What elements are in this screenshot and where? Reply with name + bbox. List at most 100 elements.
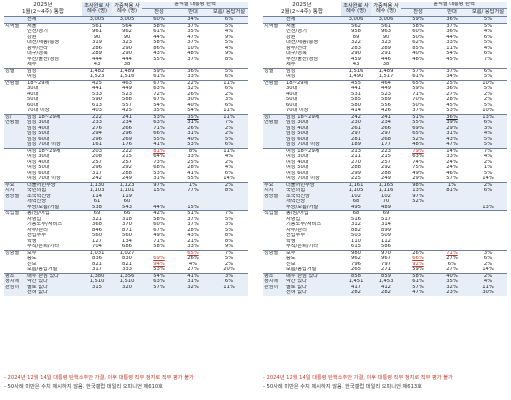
table-row: 무당/모름/거절 495 489 13%: [263, 204, 508, 211]
yes-value: 74%: [412, 159, 424, 165]
table-row: 관심이 별로 없다 315 320 57% 32% 11%: [4, 284, 249, 290]
completed-count: 3,005: [82, 16, 112, 23]
completed-count: 296: [82, 136, 112, 142]
table-row: 30대 441 449 63% 32% 6%: [4, 86, 248, 92]
dk-value: 13%: [469, 204, 508, 211]
completed-count: 613: [92, 102, 102, 108]
table-row: 인천/경기 961 962 61% 35% 4%: [4, 29, 248, 35]
table-row: 여성 70대 이상 242 249 31% 55% 14%: [4, 176, 248, 182]
no-value: 28%: [187, 227, 199, 233]
dk-value: 5%: [483, 170, 493, 176]
row-label: 제주: [286, 62, 296, 67]
row-label: 자영업: [286, 216, 301, 222]
col-weighted: 가중적용 사례수 (명): [112, 2, 142, 17]
table-body: 전체 3,005 3,005 60% 34% 6% 지역별 서울 561 564 58% 37% 5% 인…: [4, 16, 249, 296]
completed-count: 282: [341, 290, 371, 296]
no-value: 36%: [446, 86, 458, 91]
table-row: 전업주부 560 560 49% 43% 8%: [4, 233, 248, 239]
table-row: 대전/세종/충청 319 323 58% 37% 5%: [4, 40, 248, 46]
table-row: 제주 43 38: [4, 62, 248, 68]
weighted-count: 449: [381, 86, 391, 91]
row-group-label: 직업별: [4, 210, 26, 217]
row-label: 무당/모름/거절: [26, 204, 82, 211]
table-row: 개혁신당 61 60: [4, 199, 249, 205]
row-label: 남성 30대: [26, 120, 82, 126]
completed-count: 261: [341, 125, 371, 131]
completed-count: 69: [82, 210, 112, 217]
no-value: 32%: [435, 284, 469, 290]
no-value: 27%: [446, 91, 458, 97]
no-value: 30%: [187, 97, 199, 102]
row-label: 대전/세종/충청: [27, 40, 60, 45]
no-value: 33%: [187, 244, 199, 249]
weighted-count: 1,027: [112, 249, 142, 256]
completed-count: 403: [92, 108, 102, 113]
completed-count: 441: [92, 86, 102, 91]
weighted-count: 444: [122, 56, 132, 62]
no-value: 33%: [187, 74, 199, 79]
dk-value: 5%: [469, 142, 508, 148]
no-value: 36%: [435, 16, 469, 23]
yes-value: 72%: [153, 91, 165, 97]
yes-value: 57%: [401, 284, 435, 290]
table-row: 30대 441 449 59% 36% 5%: [263, 86, 507, 92]
dk-value: 4%: [224, 154, 234, 159]
no-value: 35%: [176, 113, 210, 120]
row-label: 남성 50대: [26, 131, 82, 137]
row-label: 대구/경북: [286, 51, 307, 56]
no-value: [435, 204, 469, 211]
dk-value: 14%: [482, 267, 494, 272]
row-label: 전체: [285, 16, 341, 23]
table-row: 남성 70대 이상 161 176 41% 53% 6%: [4, 142, 249, 148]
yes-value: 37%: [412, 108, 424, 113]
completed-count: 317: [92, 170, 102, 176]
no-value: 26%: [176, 125, 210, 131]
row-label: 농/임/어업: [26, 210, 82, 217]
table-row: 주요 더불어민주당 1,161 1,165 98% 1% 2%: [263, 181, 508, 188]
yes-value: 60%: [153, 222, 165, 227]
dk-value: 2%: [224, 159, 234, 165]
yes-value: 61%: [412, 74, 424, 79]
dk-value: 2%: [210, 131, 249, 137]
table-row: 무당/모름/거절 538 543 44% 15%: [4, 204, 249, 211]
dk-value: 5%: [224, 256, 234, 261]
dk-value: 3%: [224, 97, 234, 102]
weighted-count: 449: [122, 86, 132, 91]
row-label: 무당/모름/거절: [285, 204, 341, 211]
yes-value: 53%: [153, 170, 165, 176]
weighted-count: 290: [122, 51, 132, 56]
dk-value: 7%: [210, 210, 249, 217]
dk-value: 5%: [483, 86, 493, 91]
yes-value: 71%: [153, 238, 165, 244]
row-label: 별로 없다: [26, 284, 82, 290]
weighted-count: 586: [381, 244, 391, 249]
weighted-count: 290: [122, 45, 132, 51]
dk-value: 4%: [224, 29, 234, 34]
no-value: 1%: [435, 181, 469, 188]
table-row: 사무/관리 846 871 67% 28% 5%: [4, 228, 248, 234]
no-value: 39%: [435, 120, 469, 126]
no-value: 37%: [187, 56, 199, 62]
dk-value: 5%: [469, 136, 508, 142]
weighted-count: 119: [112, 193, 142, 199]
row-label: 여성 60대: [286, 170, 309, 176]
col-completed: 조사완료 사례수 (명): [82, 2, 112, 17]
weighted-count: 560: [122, 233, 132, 238]
row-group-label: 평소: [263, 272, 285, 279]
yes-value: 53%: [142, 113, 176, 120]
weighted-count: 333: [122, 267, 132, 272]
dk-value: 8%: [210, 188, 249, 194]
table-row: 여성 18~29세 213 223 79% 14% 7%: [263, 147, 508, 154]
table-row: 40대 533 523 72% 26% 2%: [4, 92, 248, 98]
row-group-label: [263, 199, 285, 205]
weighted-count: 289: [381, 45, 391, 51]
yes-value: 58%: [401, 272, 435, 279]
row-label: 여성 70대 이상: [27, 176, 61, 181]
yes-value: 48%: [412, 56, 424, 62]
row-group-label: 지역별: [4, 22, 26, 29]
no-value: [176, 193, 210, 199]
row-label: 대전/세종/충청: [286, 40, 319, 45]
dk-value: 11%: [223, 108, 235, 113]
table-row: 성/남성 18~29세 242 241 51% 36% 13%: [263, 113, 508, 120]
yes-value: 58%: [153, 40, 165, 45]
